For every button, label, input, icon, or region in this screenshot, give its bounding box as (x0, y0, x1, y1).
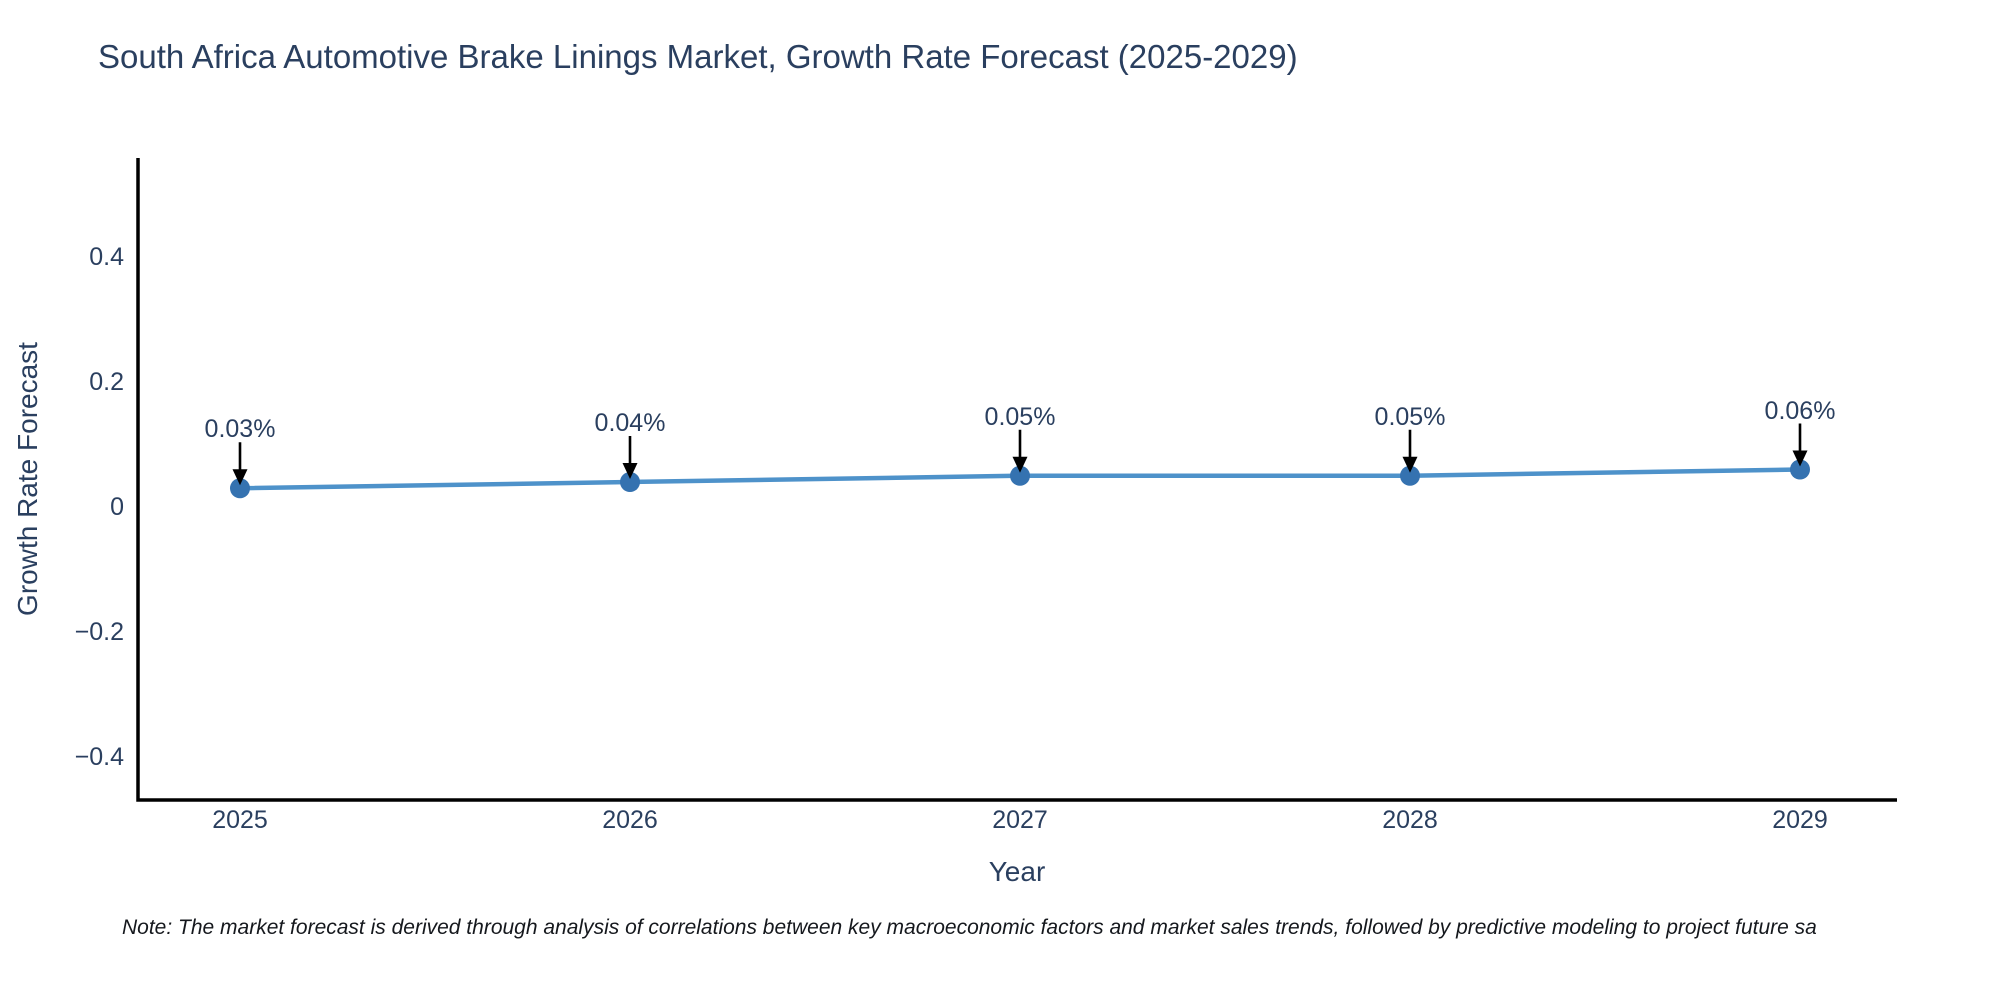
y-tick-label: 0.2 (89, 368, 124, 396)
data-point-2027[interactable] (1010, 465, 1030, 486)
x-tick-label: 2028 (1382, 806, 1438, 834)
y-tick-label: 0.4 (89, 243, 124, 271)
data-point-2029[interactable] (1790, 459, 1810, 480)
data-point-2026[interactable] (620, 472, 640, 492)
point-annotation: 0.06% (1764, 396, 1836, 425)
axis-spines (136, 158, 1897, 802)
annotation-arrowhead-icon (622, 463, 638, 479)
data-point-2028[interactable] (1400, 465, 1420, 486)
point-annotation: 0.05% (1374, 402, 1446, 431)
point-annotation: 0.04% (594, 409, 666, 437)
y-tick-label: 0 (110, 493, 124, 521)
chart-title: South Africa Automotive Brake Linings Ma… (98, 38, 1298, 75)
x-tick-label: 2025 (212, 806, 268, 834)
annotation-arrowhead-icon (1792, 450, 1808, 467)
y-tick-label: −0.4 (74, 743, 124, 771)
point-annotation: 0.03% (204, 415, 276, 444)
data-point-2025[interactable] (230, 478, 250, 499)
x-axis-title: Year (988, 856, 1046, 887)
x-tick-label: 2026 (602, 806, 658, 834)
annotation-arrowhead-icon (232, 469, 248, 486)
x-tick-label: 2027 (992, 806, 1048, 834)
y-tick-label: −0.2 (74, 618, 124, 646)
x-tick-label: 2029 (1772, 806, 1828, 834)
annotation-arrowhead-icon (1402, 456, 1418, 473)
footnote: Note: The market forecast is derived thr… (122, 916, 1817, 939)
point-annotation: 0.05% (984, 402, 1056, 431)
annotation-arrowhead-icon (1012, 456, 1028, 473)
